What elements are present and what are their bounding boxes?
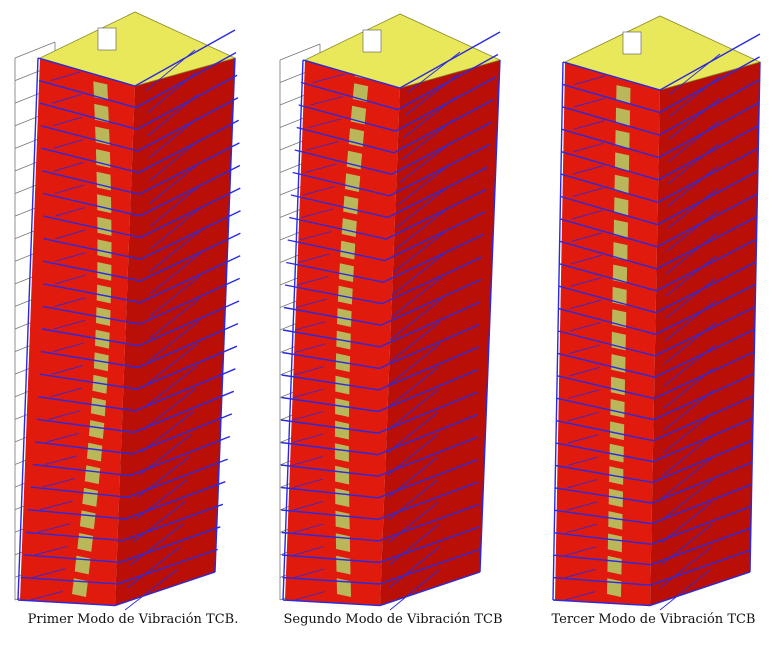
building-mode-1-icon [14, 11, 241, 611]
building-mode-2-icon [279, 13, 502, 611]
caption-mode-1: Primer Modo de Vibración TCB. [27, 612, 239, 627]
caption-mode-3: Tercer Modo de Vibración TCB [551, 612, 756, 627]
building-mode-3-icon [552, 15, 762, 611]
caption-mode-2: Segundo Modo de Vibración TCB [283, 612, 503, 627]
